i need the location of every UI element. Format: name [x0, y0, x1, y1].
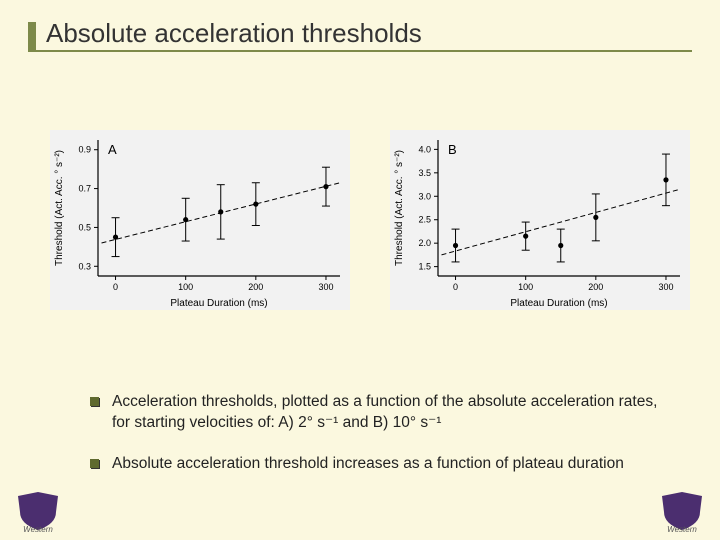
- svg-text:200: 200: [588, 282, 603, 292]
- svg-text:0.7: 0.7: [78, 184, 91, 194]
- svg-text:0.9: 0.9: [78, 145, 91, 155]
- svg-text:3.0: 3.0: [418, 191, 431, 201]
- svg-text:Plateau Duration (ms): Plateau Duration (ms): [170, 298, 267, 309]
- chart-panel-a: 0 100 200 300 0.3 0.5 0.7 0.9 Plateau Duration (…: [50, 130, 350, 310]
- svg-text:2.5: 2.5: [418, 215, 431, 225]
- svg-text:100: 100: [178, 282, 193, 292]
- western-logo-icon: Western: [654, 492, 710, 532]
- svg-text:300: 300: [658, 282, 673, 292]
- svg-text:B: B: [448, 142, 457, 157]
- svg-text:Threshold (Act. Acc. ° s⁻²): Threshold (Act. Acc. ° s⁻²): [394, 150, 405, 266]
- svg-text:3.5: 3.5: [418, 168, 431, 178]
- chart-b-svg: 0 100 200 300 1.5 2.0 2.5 3.0 3.5 4.0 Plateau Dura…: [390, 130, 690, 310]
- svg-text:4.0: 4.0: [418, 144, 431, 154]
- bullet-text: Absolute acceleration threshold increase…: [112, 455, 624, 472]
- svg-text:Threshold (Act. Acc. ° s⁻²): Threshold (Act. Acc. ° s⁻²): [54, 150, 65, 266]
- chart-panel-b: 0 100 200 300 1.5 2.0 2.5 3.0 3.5 4.0 Plateau Dura…: [390, 130, 690, 310]
- chart-a-svg: 0 100 200 300 0.3 0.5 0.7 0.9 Plateau Duration (…: [50, 130, 350, 310]
- page-title: Absolute acceleration thresholds: [36, 18, 422, 53]
- svg-text:0: 0: [453, 282, 458, 292]
- title-underline: [28, 50, 692, 52]
- svg-text:2.0: 2.0: [418, 238, 431, 248]
- title-accent: [28, 22, 36, 50]
- title-bar: Absolute acceleration thresholds: [28, 18, 692, 53]
- svg-text:0.5: 0.5: [78, 222, 91, 232]
- logo-label: Western: [667, 525, 697, 532]
- svg-text:0.3: 0.3: [78, 261, 91, 271]
- svg-text:0: 0: [113, 282, 118, 292]
- svg-text:300: 300: [318, 282, 333, 292]
- bullet-list: Acceleration thresholds, plotted as a fu…: [90, 392, 660, 495]
- bullet-text: Acceleration thresholds, plotted as a fu…: [112, 393, 657, 431]
- svg-text:200: 200: [248, 282, 263, 292]
- svg-text:A: A: [108, 142, 117, 157]
- logo-right: Western: [654, 492, 710, 532]
- svg-text:100: 100: [518, 282, 533, 292]
- logo-label: Western: [23, 525, 53, 532]
- bullet-item: Acceleration thresholds, plotted as a fu…: [90, 392, 660, 434]
- charts-row: 0 100 200 300 0.3 0.5 0.7 0.9 Plateau Duration (…: [50, 130, 690, 310]
- logo-left: Western: [10, 492, 66, 532]
- svg-text:1.5: 1.5: [418, 262, 431, 272]
- svg-text:Plateau Duration (ms): Plateau Duration (ms): [510, 298, 607, 309]
- western-logo-icon: Western: [10, 492, 66, 532]
- bullet-item: Absolute acceleration threshold increase…: [90, 454, 660, 475]
